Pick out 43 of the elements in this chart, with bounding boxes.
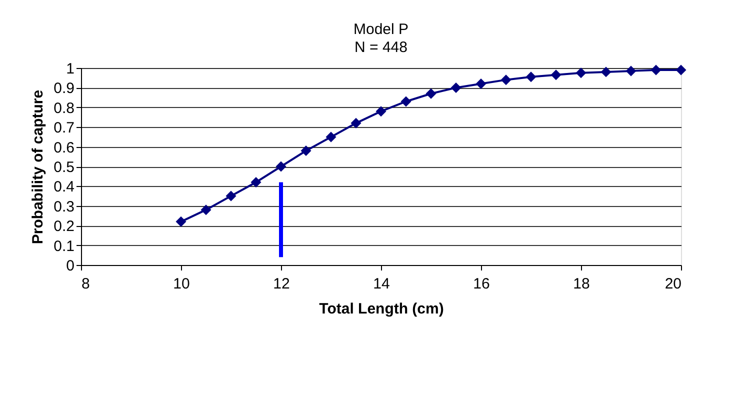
x-tick-label: 10 [173,276,190,292]
chart-title: Model P [353,21,409,38]
point [426,88,436,99]
chart-subtitle: N = 448 [354,39,408,56]
point [326,132,336,142]
point [200,204,212,216]
y-tick-label: 0.9 [54,80,74,98]
x-tick-label: 12 [273,276,290,292]
point [526,72,536,82]
y-tick-label: 0.6 [54,139,74,156]
y-tick-label: 0.5 [54,159,74,176]
y-tick-label: 0.3 [54,198,74,216]
point [350,118,362,128]
point [650,64,662,76]
point [400,96,412,107]
point [226,190,236,202]
y-tick-label: 0.7 [54,120,74,137]
point [550,70,562,80]
point [476,78,486,90]
y-tick-label: 0.4 [54,178,74,196]
y-tick-label: 0.1 [54,238,74,255]
point [576,68,586,78]
point [300,145,312,156]
x-axis-title: Total Length (cm) [319,300,444,318]
point [600,66,612,78]
x-tick-label: 8 [82,276,90,292]
point [176,216,186,227]
point [250,177,262,188]
point [626,66,636,76]
point [450,82,462,93]
point [276,161,286,172]
x-tick-label: 18 [573,276,590,292]
x-tick-label: 14 [373,276,390,292]
point [376,106,386,117]
y-axis-title: Probability of capture [30,90,47,244]
x-tick-label: 20 [664,276,682,292]
point [676,64,686,76]
y-tick-label: 0.2 [54,218,74,236]
x-tick-label: 16 [473,276,490,292]
y-tick-label: 0.8 [54,100,74,117]
point [500,74,512,86]
y-tick-label: 0 [66,258,74,274]
y-tick-label: 1 [66,60,74,78]
